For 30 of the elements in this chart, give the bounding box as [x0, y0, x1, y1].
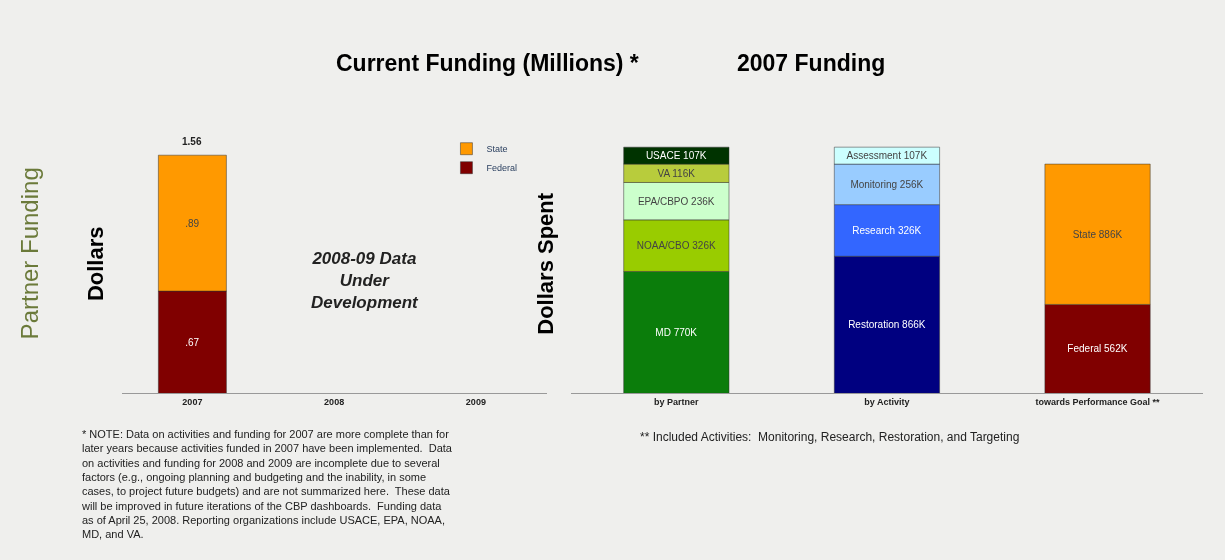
y-axis-title: Dollars: [83, 226, 109, 302]
x-tick-label: by Activity: [864, 397, 910, 408]
x-tick-label: 2009: [465, 397, 486, 408]
text: * NOTE: Data on activities and funding for 2007 are more complete than for later years because activities funded in 2007 have been implemented. Data on activities and funding for 2008 and 2009 are incomplete due to several factors (e.g., ongoing planning and budgeting and the inability, in some cases, to project future budgets) and are not summarized here. These data will be improved in future iterations of the CBP dashboards. Funding data as of April 25, 2008. Reporting organizations include USACE, EPA, NOAA, MD, and VA.: [81, 428, 453, 541]
chart-title: Current Funding (Millions) *: [336, 50, 639, 76]
x-tick-label: by Partner: [654, 397, 700, 408]
data-label: State 886K: [1072, 228, 1123, 240]
total-label: 1.56: [182, 136, 202, 147]
text: ** Included Activities: Monitoring, Research, Restoration, and Targeting: [640, 430, 1020, 444]
data-label: Restoration 866K: [848, 319, 926, 331]
data-label: Assessment 107K: [846, 150, 928, 162]
y-axis-title: Dollars Spent: [532, 192, 558, 335]
legend-label: Federal: [486, 163, 517, 174]
data-label: .67: [185, 336, 200, 348]
annotation: 2008-09 Data Under Development: [311, 249, 420, 313]
data-label: USACE 107K: [645, 150, 707, 162]
x-tick-label: towards Performance Goal **: [1035, 397, 1161, 408]
data-label: NOAA/CBO 326K: [636, 240, 716, 252]
chart-title: 2007 Funding: [737, 50, 886, 76]
data-label: VA 116K: [657, 167, 696, 179]
data-label: .89: [185, 217, 200, 229]
data-label: Monitoring 256K: [850, 178, 924, 190]
data-label: MD 770K: [655, 326, 698, 338]
x-tick-label: 2007: [182, 397, 203, 408]
data-label: Federal 562K: [1067, 343, 1128, 355]
data-label: Research 326K: [852, 224, 922, 236]
legend-label: State: [486, 144, 508, 155]
text: Partner Funding: [16, 167, 44, 340]
x-tick-label: 2008: [324, 397, 345, 408]
data-label: EPA/CBPO 236K: [637, 195, 715, 207]
